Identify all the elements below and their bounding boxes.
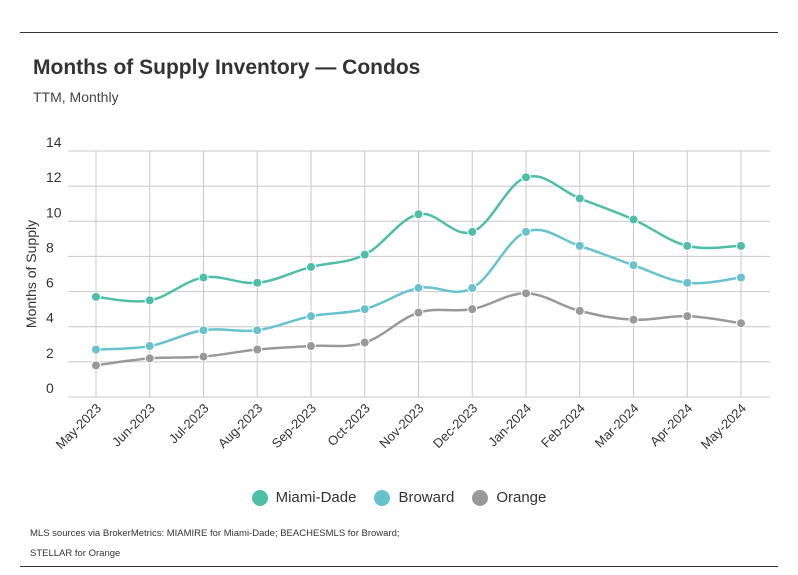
data-point-broward [252,325,263,336]
data-point-orange [628,314,639,325]
data-point-orange [359,337,370,348]
chart-subtitle: TTM, Monthly [33,89,119,105]
data-point-miami-dade [144,295,155,306]
data-point-miami-dade [359,249,370,260]
data-point-miami-dade [736,240,746,251]
x-tick-label: Nov-2023 [376,401,426,451]
data-point-broward [198,325,209,336]
data-point-miami-dade [413,209,424,220]
legend-item-broward: Broward [374,489,454,506]
y-tick-label: 2 [46,345,54,361]
data-point-orange [413,307,424,318]
data-point-miami-dade [574,193,585,204]
data-point-miami-dade [467,226,478,237]
bottom-rule [20,566,778,567]
legend: Miami-Dade Broward Orange [0,489,798,506]
x-tick-label: Jul-2023 [166,401,212,447]
data-point-orange [306,341,316,352]
line-chart: 0 2 4 6 8 10 12 14 May-2023 Jun-2023 Jul-2023 Aug-2… [23,134,770,452]
data-point-miami-dade [682,240,693,251]
data-point-orange [467,304,478,315]
data-point-broward [736,272,746,283]
data-point-broward [144,341,155,352]
legend-swatch-orange [472,489,489,506]
y-tick-label: 14 [46,134,62,150]
x-tick-label: May-2024 [698,401,749,452]
legend-swatch-broward [374,489,391,506]
data-point-orange [682,311,693,322]
x-tick-label: Jan-2024 [485,401,534,450]
x-tick-label: Mar-2024 [592,401,642,451]
data-point-broward [306,311,316,322]
data-point-miami-dade [628,214,639,225]
source-note-line-1: MLS sources via BrokerMetrics: MIAMIRE f… [30,528,400,539]
data-point-orange [252,344,263,355]
x-tick-label: Aug-2023 [215,401,265,451]
legend-label-orange: Orange [496,489,547,506]
data-point-broward [574,240,585,251]
y-tick-label: 10 [46,204,62,220]
data-point-broward [359,304,370,315]
data-point-miami-dade [521,172,531,183]
y-tick-label: 4 [46,310,54,326]
top-rule [20,32,778,33]
data-point-miami-dade [91,291,101,302]
data-point-broward [467,283,478,294]
data-point-orange [91,360,101,371]
x-tick-label: Dec-2023 [430,401,480,451]
legend-item-orange: Orange [472,489,546,506]
y-tick-label: 8 [46,239,54,255]
legend-label-miami-dade: Miami-Dade [275,489,357,506]
x-tick-label: Sep-2023 [269,401,319,451]
data-point-miami-dade [252,277,263,288]
legend-swatch-miami-dade [251,489,268,506]
chart-title: Months of Supply Inventory — Condos [33,56,421,79]
data-point-broward [682,277,693,288]
x-tick-label: Oct-2023 [324,401,372,449]
data-point-broward [521,226,531,237]
data-point-orange [736,318,746,329]
legend-label-broward: Broward [398,489,455,506]
data-point-orange [521,288,531,299]
x-tick-label: May-2023 [53,401,104,452]
data-point-broward [91,344,101,355]
data-point-broward [413,283,424,294]
x-tick-label: Jun-2023 [109,401,158,450]
data-point-broward [628,260,639,271]
source-note-line-2: STELLAR for Orange [30,548,121,559]
x-tick-label: Apr-2024 [647,401,695,449]
y-tick-label: 6 [46,275,54,291]
data-point-miami-dade [198,272,209,283]
legend-item-miami-dade: Miami-Dade [251,489,357,506]
data-point-orange [198,351,209,362]
y-tick-label: 12 [46,169,62,185]
y-tick-label: 0 [46,380,54,396]
data-point-miami-dade [306,261,316,272]
y-axis-label: Months of Supply [23,220,39,328]
data-point-orange [144,353,155,364]
x-tick-label: Feb-2024 [538,401,588,451]
data-point-orange [574,305,585,316]
